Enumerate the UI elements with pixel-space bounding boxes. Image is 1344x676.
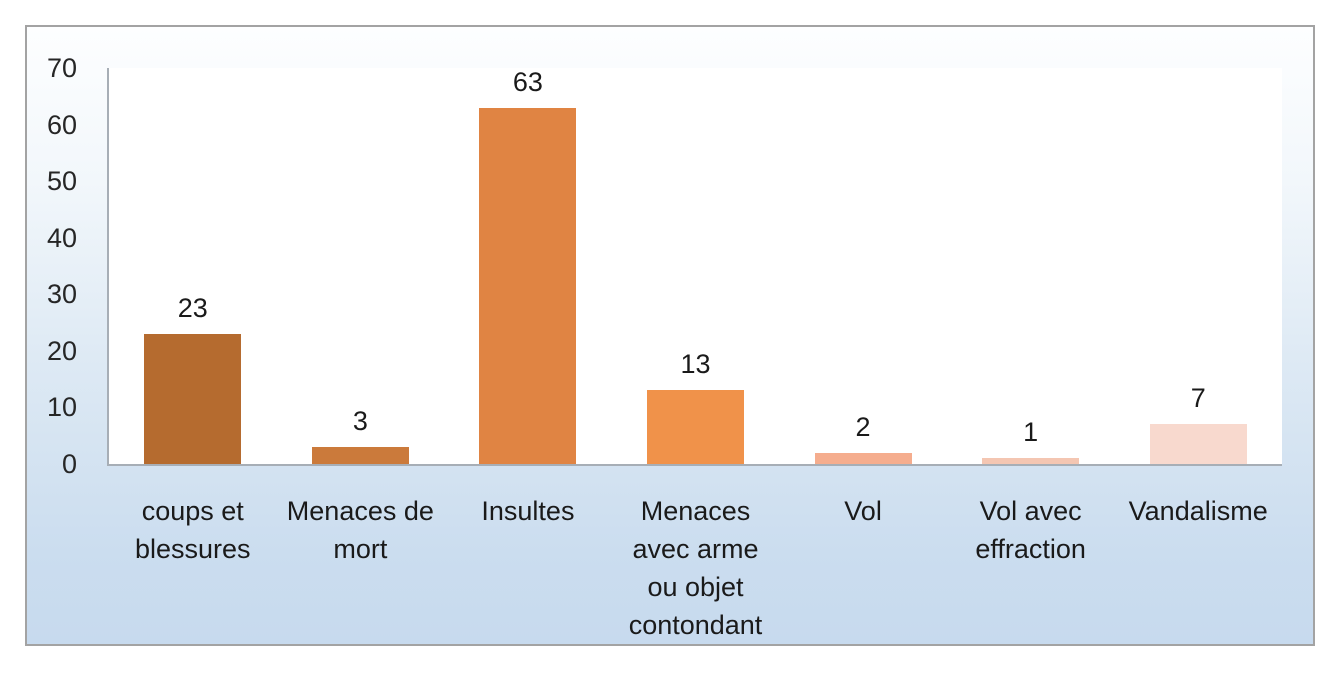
x-axis-category-label: Vandalisme xyxy=(1128,496,1268,526)
data-label: 3 xyxy=(352,406,368,437)
y-axis-tick-label: 50 xyxy=(46,166,77,197)
bar-7 xyxy=(1149,424,1247,464)
y-axis-tick-label: 30 xyxy=(46,279,77,310)
x-axis-category-label: Insultes xyxy=(481,496,575,526)
x-axis-category-label: Menaces avec arme ou objet contondant xyxy=(628,496,763,640)
bar-6 xyxy=(982,458,1080,464)
y-axis-tick-label: 40 xyxy=(46,222,77,253)
x-axis-category-label: Menaces de mort xyxy=(286,496,434,564)
y-axis-tick-label: 0 xyxy=(61,449,77,479)
plot-area: 23 3 63 13 2 1 7 xyxy=(107,66,1282,466)
x-axis-category-label: coups et blessures xyxy=(135,496,251,564)
data-label: 7 xyxy=(1190,383,1206,414)
data-label: 63 xyxy=(512,66,543,97)
data-label: 2 xyxy=(855,411,871,442)
x-axis-category-label: Vol avec effraction xyxy=(975,496,1086,564)
bar-2 xyxy=(311,447,409,464)
bar-4 xyxy=(647,390,744,464)
bar-5 xyxy=(814,452,912,464)
bar-1 xyxy=(144,333,242,464)
data-label: 13 xyxy=(680,349,711,380)
data-label: 23 xyxy=(177,292,208,323)
y-axis-tick-label: 70 xyxy=(46,53,77,83)
data-label: 1 xyxy=(1023,417,1039,448)
y-axis-tick-label: 20 xyxy=(46,335,77,366)
y-axis-tick-label: 10 xyxy=(46,392,77,423)
x-axis-category-label: Vol xyxy=(844,496,882,526)
bar-3 xyxy=(479,107,577,464)
chart-frame: 23 3 63 13 2 1 7 0 10 20 30 40 50 60 70 coups et bles… xyxy=(25,25,1315,646)
y-axis-tick-label: 60 xyxy=(46,109,77,140)
